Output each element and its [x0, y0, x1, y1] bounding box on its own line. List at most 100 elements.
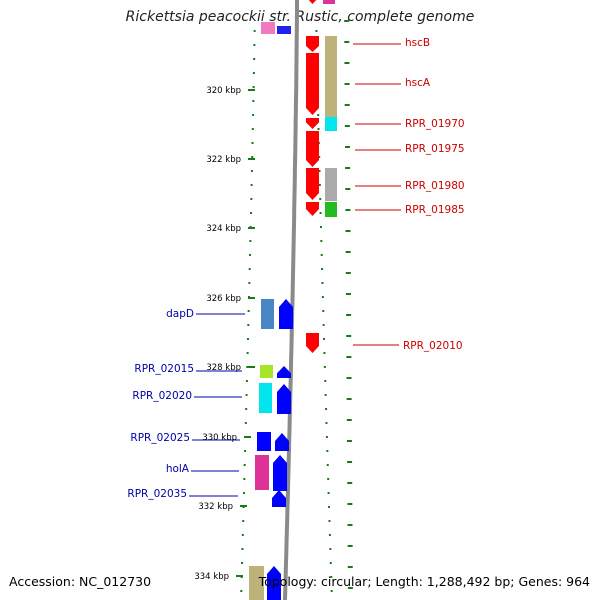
forward-gene-label: RPR_01985	[405, 204, 465, 216]
track-dot	[242, 520, 245, 522]
forward-gene-arrow	[306, 333, 319, 353]
track-dot	[241, 548, 244, 550]
cog-category-box	[325, 168, 337, 201]
track-tick	[345, 293, 351, 295]
track-dot	[251, 128, 254, 130]
track-dot	[250, 198, 253, 200]
track-dot	[319, 226, 322, 228]
track-tick	[347, 587, 353, 589]
track-dot	[247, 324, 250, 326]
genome-summary: Topology: circular; Length: 1,288,492 bp…	[258, 574, 590, 589]
ruler-label: 328 kbp	[206, 363, 241, 373]
position-ruler: 320 kbp 322 kbp 324 kbp 326 kbp 328 kbp 330 k…	[194, 86, 255, 582]
track-dot	[322, 324, 325, 326]
track-dot	[250, 184, 253, 186]
forward-gene-arrow	[306, 118, 319, 129]
track-dot	[323, 352, 326, 354]
ruler-label: 322 kbp	[206, 155, 241, 165]
forward-gene-arrow	[306, 202, 319, 216]
track-tick	[344, 125, 350, 127]
track-dot	[249, 254, 252, 256]
track-dot	[253, 30, 256, 32]
track-dot	[253, 58, 256, 60]
reverse-gene-arrow	[279, 299, 293, 329]
track-dot	[317, 114, 320, 116]
map-title: Rickettsia peacockii str. Rustic, comple…	[125, 9, 475, 25]
track-tick	[345, 188, 351, 190]
track-tick	[347, 461, 353, 463]
track-dot	[328, 520, 331, 522]
forward-gene-label: RPR_02010	[403, 340, 463, 352]
cog-category-box	[259, 383, 272, 413]
track-dot	[322, 310, 325, 312]
accession-label: Accession: NC_012730	[9, 574, 152, 589]
track-dot	[249, 212, 252, 214]
track-dot	[241, 534, 244, 536]
forward-gene-label: hscA	[405, 77, 431, 89]
track-tick	[345, 209, 351, 211]
track-dot	[248, 268, 251, 270]
track-dot	[320, 240, 323, 242]
forward-gene-arrow	[306, 53, 319, 115]
ruler-tick	[248, 366, 255, 368]
forward-gene-label: RPR_01980	[405, 180, 465, 192]
track-dot	[252, 100, 255, 102]
track-dot	[318, 156, 321, 158]
track-dot	[246, 366, 249, 368]
track-dot	[319, 198, 322, 200]
track-dot	[248, 282, 251, 284]
ruler-label: 332 kbp	[198, 502, 233, 512]
reverse-gene-arrow	[277, 26, 291, 34]
reverse-gene-arrow	[277, 366, 291, 378]
track-dot	[240, 590, 243, 592]
track-dot	[245, 380, 248, 382]
track-dot	[328, 534, 331, 536]
track-dot	[249, 240, 252, 242]
backbone-line	[283, 0, 299, 600]
track-dot	[323, 366, 326, 368]
genome-backbone	[283, 0, 299, 600]
track-dot	[247, 310, 250, 312]
forward-gene-label: hscB	[405, 37, 430, 49]
track-dot	[245, 394, 248, 396]
reverse-gene-arrow	[272, 490, 286, 507]
track-dot	[251, 156, 254, 158]
ruler-label: 324 kbp	[206, 224, 241, 234]
track-dot	[321, 282, 324, 284]
reverse-gene-label: RPR_02015	[134, 363, 194, 375]
cog-category-box	[257, 432, 271, 451]
track-tick	[347, 503, 353, 505]
track-tick	[345, 230, 351, 232]
track-dot	[317, 128, 320, 130]
track-dot	[318, 170, 321, 172]
cog-category-box	[255, 455, 269, 490]
cog-category-box	[261, 22, 275, 34]
track-tick	[346, 356, 352, 358]
track-dot	[326, 450, 329, 452]
track-tick	[346, 314, 352, 316]
cog-category-box	[323, 0, 335, 4]
track-dot	[244, 422, 247, 424]
track-tick	[344, 20, 350, 22]
track-dot	[329, 548, 332, 550]
track-dot	[321, 296, 324, 298]
cog-category-box	[249, 566, 264, 600]
track-tick	[344, 104, 350, 106]
track-dot	[319, 212, 322, 214]
forward-gene-arrow	[308, 0, 317, 4]
ruler-tick	[248, 89, 255, 91]
ruler-tick	[248, 297, 255, 299]
track-tick	[346, 419, 352, 421]
track-dot	[327, 478, 330, 480]
track-dot	[243, 464, 246, 466]
track-tick	[346, 440, 352, 442]
track-dot	[252, 72, 255, 74]
reverse-gene-label: holA	[166, 463, 190, 475]
gene-labels: hscB hscA RPR_01970 RPR_01975 RPR_01980 RPR_0…	[127, 37, 464, 500]
cog-category-box	[325, 117, 337, 131]
track-tick	[347, 482, 353, 484]
reverse-gene-arrow	[273, 455, 287, 491]
track-dot	[241, 562, 244, 564]
track-dot	[329, 562, 332, 564]
cog-category-box	[325, 36, 337, 117]
